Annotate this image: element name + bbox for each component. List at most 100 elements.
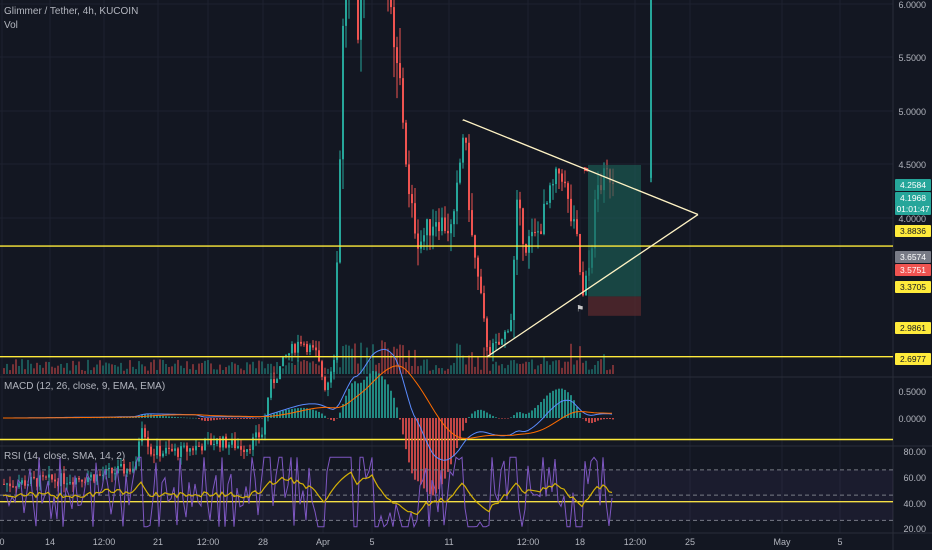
macd-histogram-bar — [399, 418, 401, 420]
candle-body — [36, 478, 38, 487]
volume-bar — [72, 360, 74, 374]
macd-histogram-bar — [597, 418, 599, 421]
macd-histogram-bar — [603, 418, 605, 420]
candle-body — [537, 231, 539, 233]
volume-bar — [12, 364, 14, 374]
candle-body — [492, 343, 494, 354]
volume-bar — [330, 367, 332, 374]
volume-bar — [372, 344, 374, 374]
macd-histogram-bar — [348, 388, 350, 418]
volume-bar — [609, 369, 611, 374]
volume-bar — [399, 344, 401, 374]
volume-bar — [195, 369, 197, 374]
candle-body — [87, 477, 89, 483]
volume-bar — [153, 359, 155, 374]
volume-bar — [57, 365, 59, 374]
volume-bar — [483, 347, 485, 374]
macd-histogram-bar — [477, 409, 479, 418]
candle-body — [318, 350, 320, 362]
volume-bar — [375, 364, 377, 374]
macd-histogram-bar — [432, 418, 434, 496]
macd-histogram-bar — [186, 417, 188, 419]
volume-bar — [363, 367, 365, 374]
volume-bar — [318, 365, 320, 374]
candle-body — [276, 379, 278, 383]
macd-histogram-bar — [609, 418, 611, 420]
volume-bar — [339, 367, 341, 374]
volume-bar — [186, 361, 188, 374]
candle-body — [324, 376, 326, 390]
volume-bar — [183, 368, 185, 374]
volume-bar — [150, 362, 152, 374]
time-tick-label: 18 — [575, 537, 585, 547]
candle-body — [540, 231, 542, 235]
time-tick-label: 12:00 — [197, 537, 220, 547]
macd-histogram-bar — [528, 412, 530, 418]
candle-body — [54, 479, 56, 482]
macd-histogram-bar — [459, 418, 461, 440]
price-tick-label: 6.0000 — [898, 0, 926, 10]
macd-histogram-bar — [198, 418, 200, 419]
candle-body — [330, 371, 332, 383]
time-tick-label: 21 — [153, 537, 163, 547]
volume-bar — [423, 359, 425, 374]
candle-body — [216, 438, 218, 445]
volume-bar — [303, 359, 305, 374]
macd-histogram-bar — [357, 383, 359, 418]
price-tag — [895, 251, 931, 263]
macd-histogram-bar — [381, 376, 383, 418]
candle-body — [558, 168, 560, 174]
macd-histogram-bar — [321, 413, 323, 418]
volume-bar — [348, 345, 350, 374]
candle-body — [183, 445, 185, 447]
volume-bar — [441, 368, 443, 374]
candle-body — [171, 448, 173, 451]
candle-body — [516, 199, 518, 260]
candle-body — [165, 447, 167, 454]
candle-body — [18, 483, 20, 488]
macd-histogram-bar — [510, 417, 512, 418]
volume-bar — [207, 360, 209, 374]
macd-histogram-bar — [243, 418, 245, 419]
price-tag — [895, 203, 931, 215]
candle-body — [531, 231, 533, 237]
rsi-legend[interactable]: RSI (14, close, SMA, 14, 2) — [4, 451, 126, 462]
volume-bar — [405, 362, 407, 374]
macd-histogram-bar — [555, 389, 557, 418]
macd-histogram-bar — [534, 407, 536, 418]
candle-body — [650, 0, 652, 178]
price-tick-label: 5.5000 — [898, 53, 926, 63]
volume-bar — [129, 360, 131, 374]
macd-histogram-bar — [525, 413, 527, 418]
volume-bar — [258, 360, 260, 374]
volume-bar — [351, 348, 353, 374]
candle-body — [6, 483, 8, 485]
macd-histogram-bar — [132, 417, 134, 418]
price-tick-label: 4.0000 — [898, 214, 926, 224]
macd-histogram-bar — [336, 418, 338, 419]
time-tick-label: 12:00 — [93, 537, 116, 547]
macd-histogram-bar — [300, 407, 302, 418]
macd-histogram-bar — [423, 418, 425, 489]
volume-bar — [267, 363, 269, 374]
symbol-legend[interactable]: Glimmer / Tether, 4h, KUCOIN — [4, 6, 139, 17]
candle-body — [462, 137, 464, 163]
macd-histogram-bar — [567, 392, 569, 418]
volume-bar — [249, 364, 251, 374]
macd-legend[interactable]: MACD (12, 26, close, 9, EMA, EMA) — [4, 381, 166, 392]
macd-histogram-bar — [129, 417, 131, 418]
candle-body — [21, 480, 23, 484]
volume-legend[interactable]: Vol — [4, 20, 18, 31]
volume-bar — [114, 364, 116, 374]
candle-body — [327, 382, 329, 390]
macd-histogram-bar — [345, 395, 347, 418]
candle-body — [243, 449, 245, 452]
macd-histogram-bar — [153, 414, 155, 418]
macd-histogram-bar — [189, 417, 191, 419]
volume-bar — [504, 368, 506, 374]
macd-histogram-bar — [255, 418, 257, 419]
volume-bar — [459, 344, 461, 374]
macd-histogram-bar — [474, 411, 476, 418]
volume-bar — [291, 363, 293, 374]
